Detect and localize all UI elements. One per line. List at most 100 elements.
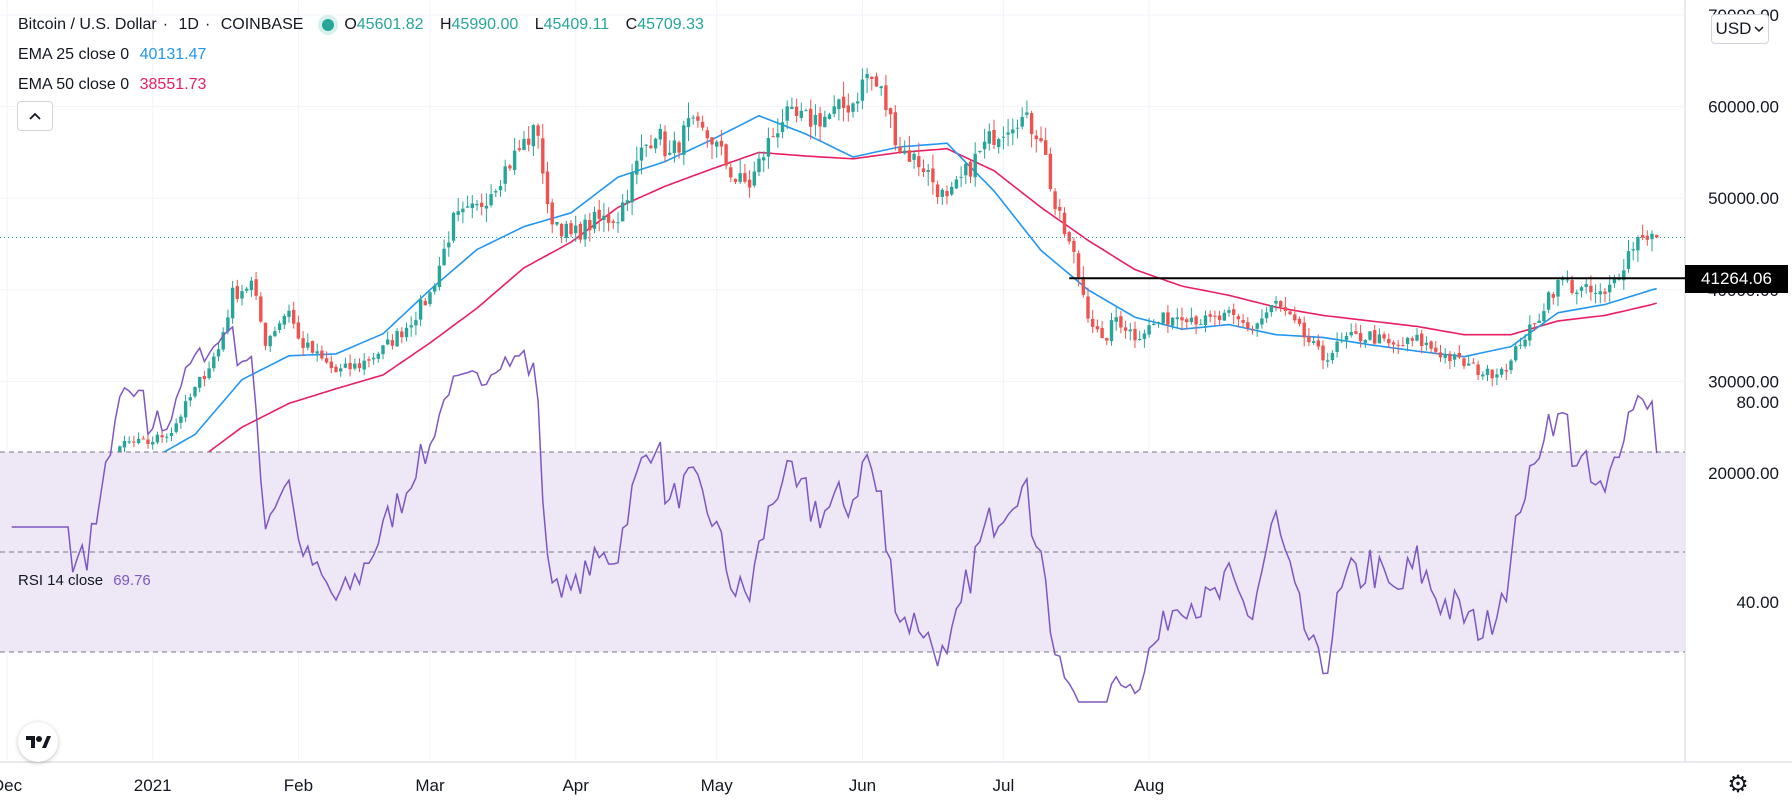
candle [470,195,474,219]
candle-body [1269,305,1273,313]
tradingview-logo-icon[interactable] [18,722,58,762]
candle [132,435,136,448]
price-tick-label: 50000.00 [1708,189,1779,208]
collapse-legend-button[interactable] [17,101,53,131]
candle-body [921,168,926,172]
ema50-series [6,147,1657,513]
candle-body [588,220,592,231]
candle-body [719,140,724,147]
time-tick-label: Jul [993,776,1015,795]
candle [1119,310,1123,334]
candle [602,203,606,233]
candle-body [498,186,503,191]
candle [1373,324,1377,346]
candle [1250,325,1255,335]
price-tick-label: 30000.00 [1708,372,1779,391]
candle-body [541,138,545,174]
candle-body [771,136,775,138]
candle-body [992,129,996,145]
candle [1100,320,1104,339]
candle [1612,274,1617,288]
time-tick-label: Dec [0,776,23,795]
candle [414,311,418,336]
candle-body [677,142,681,153]
candle-body [512,150,517,170]
candle-body [743,173,747,182]
candle-body [715,141,719,147]
candle-body [371,357,376,360]
candle-body [263,322,268,346]
candle [1232,303,1236,325]
candle [1542,303,1546,327]
candle-body [536,125,540,136]
candle-body [1650,233,1654,240]
ema25-legend[interactable]: EMA 25 close 0 40131.47 [18,46,212,64]
candle-body [602,215,606,221]
candle-body [559,223,564,237]
candle-body [188,397,192,401]
candle [1344,332,1349,349]
candle [658,123,662,146]
candle [682,120,686,165]
candle [245,286,249,294]
candle [1485,364,1490,382]
candle-body [122,440,127,448]
candle [686,102,691,142]
candle-body [738,173,742,182]
candle [635,146,639,185]
candle-body [1034,135,1038,140]
candle-body [935,184,940,198]
candle-body [1368,331,1372,340]
candle [1152,319,1156,326]
gear-icon[interactable]: ⚙ [1727,771,1749,798]
currency-selector[interactable]: USD [1711,14,1769,44]
candle [1551,291,1555,305]
candle [287,304,291,323]
candle-body [1086,296,1090,319]
candle-body [987,131,991,144]
candle [1288,309,1292,316]
candle-body [954,179,959,189]
candle [306,333,310,351]
candle [273,326,277,338]
candle [921,159,926,178]
candle-body [1363,340,1367,343]
candle [531,124,536,156]
low-label: L [534,16,544,33]
candle-body [1274,300,1278,304]
time-tick-label: Feb [284,776,313,795]
candle-body [804,110,808,112]
candle [1227,306,1231,317]
ema50-legend[interactable]: EMA 50 close 0 38551.73 [18,76,212,94]
candle-body [1387,338,1391,344]
candle [574,215,578,242]
candle-body [409,325,413,328]
rsi-legend[interactable]: RSI 14 close 69.76 [18,572,157,589]
candle-body [1415,334,1419,341]
candle [1128,322,1132,341]
interval-label[interactable]: 1D [178,16,199,33]
candle [198,376,202,393]
candle-body [1429,341,1433,349]
candle-body [997,139,1001,148]
candle [545,161,550,214]
candle-body [884,85,888,111]
candle-body [362,360,366,370]
candle-body [710,137,714,145]
candle-body [1283,307,1288,312]
candle [1579,285,1584,298]
candle-body [1105,338,1109,341]
candle-body [1655,234,1659,238]
candle [743,163,747,184]
candle-body [747,179,752,188]
candle-body [621,202,625,222]
candle-body [1015,127,1020,129]
candle-body [301,338,305,348]
candle-body [489,194,493,206]
candle-body [1288,311,1292,315]
candle [611,218,615,230]
candle-body [1546,292,1551,310]
candle-body [729,167,733,178]
symbol-name[interactable]: Bitcoin / U.S. Dollar [18,16,157,33]
